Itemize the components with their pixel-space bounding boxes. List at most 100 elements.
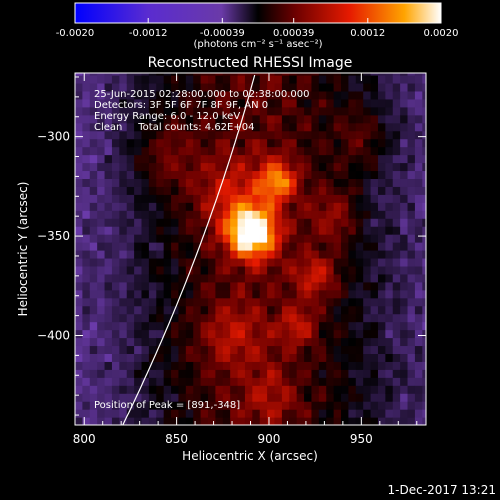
heatmap-cell xyxy=(193,170,202,179)
heatmap-cell xyxy=(193,329,202,339)
heatmap-cell xyxy=(178,353,187,362)
heatmap-cell xyxy=(348,146,357,156)
heatmap-cell xyxy=(230,377,239,386)
heatmap-cell xyxy=(274,385,283,394)
heatmap-cell xyxy=(163,202,172,211)
heatmap-cell xyxy=(326,385,335,394)
heatmap-cell xyxy=(370,313,379,323)
heatmap-cell xyxy=(222,98,231,108)
heatmap-cell xyxy=(185,98,194,108)
heatmap-cell xyxy=(355,297,364,307)
heatmap-cell xyxy=(119,321,128,331)
heatmap-cell xyxy=(119,73,128,76)
heatmap-cell xyxy=(163,210,172,219)
heatmap-cell xyxy=(75,146,83,156)
heatmap-cell xyxy=(148,345,157,354)
heatmap-cell xyxy=(363,242,372,251)
heatmap-cell xyxy=(422,154,426,164)
heatmap-cell xyxy=(185,345,194,354)
heatmap-cell xyxy=(296,377,305,386)
heatmap-cell xyxy=(111,257,120,267)
heatmap-cell xyxy=(141,234,150,243)
heatmap-cell xyxy=(119,361,128,370)
heatmap-cell xyxy=(208,401,216,410)
heatmap-cell xyxy=(400,385,409,394)
heatmap-cell xyxy=(370,74,379,84)
heatmap-cell xyxy=(141,73,150,76)
heatmap-cell xyxy=(318,273,327,283)
heatmap-cell xyxy=(215,337,224,347)
heatmap-cell xyxy=(289,114,298,124)
heatmap-cell xyxy=(348,313,357,323)
heatmap-cell xyxy=(208,249,216,259)
heatmap-cell xyxy=(377,202,386,211)
heatmap-cell xyxy=(126,98,135,108)
heatmap-cell xyxy=(400,130,409,140)
heatmap-cell xyxy=(296,178,305,187)
heatmap-cell xyxy=(414,242,423,251)
heatmap-cell xyxy=(111,98,120,108)
heatmap-cell xyxy=(230,385,239,394)
heatmap-cell xyxy=(333,377,342,386)
heatmap-cell xyxy=(355,90,364,100)
heatmap-cell xyxy=(215,409,224,418)
heatmap-cell xyxy=(363,146,372,156)
annotation-time: 25-Jun-2015 02:28:00.000 to 02:38:00.000 xyxy=(94,89,310,100)
heatmap-cell xyxy=(222,114,231,124)
heatmap-cell xyxy=(296,265,305,275)
heatmap-cell xyxy=(422,98,426,108)
heatmap-cell xyxy=(215,401,224,410)
heatmap-cell xyxy=(148,257,157,267)
heatmap-cell xyxy=(296,321,305,331)
heatmap-cell xyxy=(304,242,313,251)
heatmap-cell xyxy=(385,106,394,116)
heatmap-cell xyxy=(414,385,423,394)
heatmap-cell xyxy=(274,122,283,132)
x-tick-label: 800 xyxy=(73,432,96,446)
heatmap-cell xyxy=(326,377,335,386)
heatmap-cell xyxy=(414,313,423,323)
heatmap-cell xyxy=(385,170,394,179)
heatmap-cell xyxy=(259,138,268,148)
heatmap-cell xyxy=(141,202,150,211)
heatmap-cell xyxy=(156,313,165,323)
heatmap-cell xyxy=(237,329,246,339)
heatmap-cell xyxy=(171,353,180,362)
heatmap-cell xyxy=(311,242,320,251)
heatmap-cell xyxy=(222,289,231,299)
heatmap-cell xyxy=(289,265,298,275)
heatmap-cell xyxy=(163,130,172,140)
heatmap-cell xyxy=(148,73,157,76)
heatmap-cell xyxy=(281,281,290,291)
heatmap-cell xyxy=(422,393,426,402)
heatmap-cell xyxy=(104,337,113,347)
heatmap-cell xyxy=(259,257,268,267)
heatmap-cell xyxy=(134,361,143,370)
heatmap-cell xyxy=(244,417,253,425)
heatmap-cell xyxy=(348,281,357,291)
heatmap-cell xyxy=(111,281,120,291)
heatmap-cell xyxy=(119,369,128,378)
heatmap-cell xyxy=(208,210,216,219)
heatmap-cell xyxy=(97,122,106,132)
heatmap-cell xyxy=(267,265,276,275)
heatmap-cells xyxy=(75,73,426,425)
heatmap-cell xyxy=(163,409,172,418)
heatmap-cell xyxy=(281,337,290,347)
heatmap-cell xyxy=(126,138,135,148)
heatmap-cell xyxy=(400,106,409,116)
heatmap-cell xyxy=(156,337,165,347)
heatmap-cell xyxy=(244,337,253,347)
heatmap-cell xyxy=(82,218,91,227)
heatmap-cell xyxy=(215,345,224,354)
heatmap-cell xyxy=(318,249,327,259)
heatmap-cell xyxy=(252,361,261,370)
heatmap-cell xyxy=(311,130,320,140)
heatmap-cell xyxy=(104,74,113,84)
heatmap-cell xyxy=(296,106,305,116)
heatmap-cell xyxy=(171,74,180,84)
heatmap-cell xyxy=(104,114,113,124)
heatmap-cell xyxy=(259,242,268,251)
heatmap-cell xyxy=(341,202,350,211)
heatmap-cell xyxy=(200,146,209,156)
